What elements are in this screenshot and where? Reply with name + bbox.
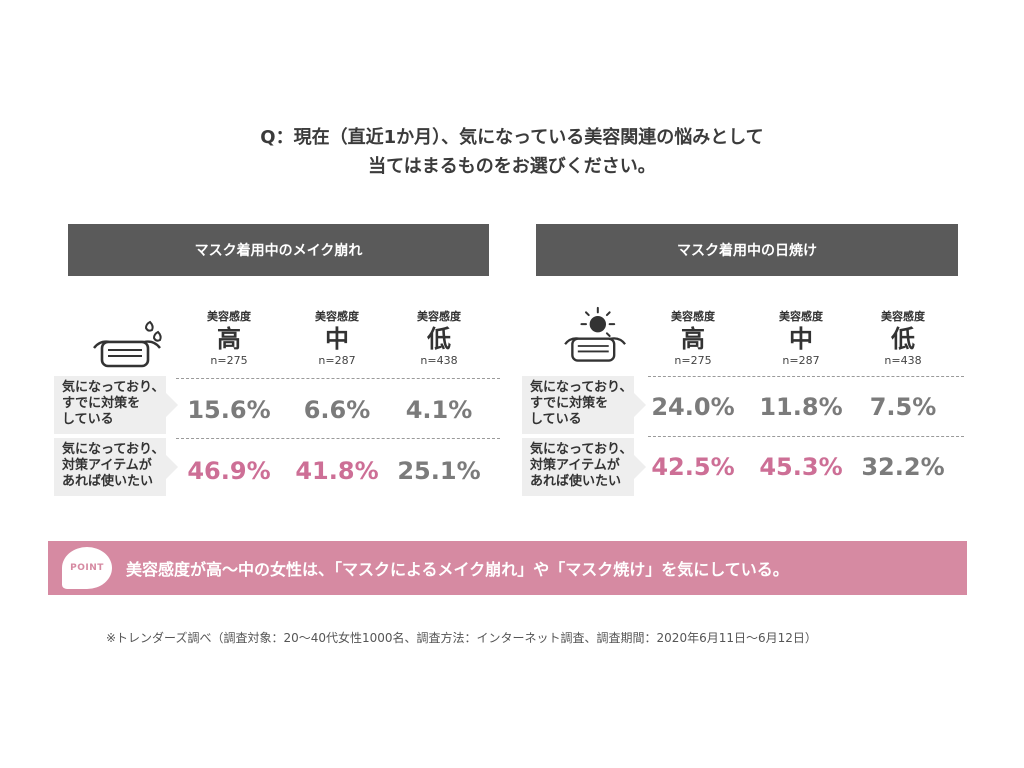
column-high: 美容感度 高 n=275 <box>648 308 738 367</box>
point-badge: POINT <box>62 547 112 589</box>
value-cell: 25.1% <box>397 457 481 485</box>
column-low: 美容感度 低 n=438 <box>394 308 484 367</box>
point-text: 美容感度が高〜中の女性は、「マスクによるメイク崩れ」や「マスク焼け」を気にしてい… <box>126 560 789 579</box>
column-low: 美容感度 低 n=438 <box>858 308 948 367</box>
row-label-line: している <box>62 412 114 427</box>
column-n: n=287 <box>782 354 820 367</box>
column-level: 低 <box>891 325 915 353</box>
question-line-2: 当てはまるものをお選びください。 <box>368 156 656 177</box>
row-label-line: 気になっており、 <box>62 380 165 395</box>
column-level: 中 <box>789 325 813 353</box>
mask-with-sun-icon <box>564 306 626 362</box>
row-label-already: 気になっており、 すでに対策を している <box>54 376 178 434</box>
row-divider <box>176 378 500 379</box>
column-high: 美容感度 高 n=275 <box>184 308 274 367</box>
row-label-line: 気になっており、 <box>530 442 633 457</box>
point-badge-label: POINT <box>70 563 104 573</box>
mask-with-sweat-icon <box>93 320 162 368</box>
value-cell: 6.6% <box>303 396 371 424</box>
value-cell: 42.5% <box>651 453 735 481</box>
column-level: 低 <box>427 325 451 353</box>
value-cell: 41.8% <box>295 457 379 485</box>
row-label-line: 気になっており、 <box>530 380 633 395</box>
panel-sunburn-header: マスク着用中の日焼け <box>536 224 958 276</box>
value-cell: 24.0% <box>651 393 735 421</box>
column-label: 美容感度 <box>207 310 251 323</box>
value-cell: 7.5% <box>869 393 937 421</box>
column-mid: 美容感度 中 n=287 <box>292 308 382 367</box>
column-n: n=287 <box>318 354 356 367</box>
value-cell: 46.9% <box>187 457 271 485</box>
row-divider <box>176 438 500 439</box>
column-label: 美容感度 <box>417 310 461 323</box>
column-level: 高 <box>681 325 705 353</box>
value-cell: 4.1% <box>405 396 473 424</box>
row-label-line: 気になっており、 <box>62 442 165 457</box>
column-level: 中 <box>325 325 349 353</box>
value-cell: 32.2% <box>861 453 945 481</box>
column-n: n=275 <box>674 354 712 367</box>
row-label-line: 対策アイテムが <box>530 458 620 473</box>
value-cell: 45.3% <box>759 453 843 481</box>
column-n: n=275 <box>210 354 248 367</box>
row-label-line: 対策アイテムが <box>62 458 152 473</box>
point-banner: POINT 美容感度が高〜中の女性は、「マスクによるメイク崩れ」や「マスク焼け」… <box>48 541 967 595</box>
row-label-line: している <box>530 412 582 427</box>
column-label: 美容感度 <box>315 310 359 323</box>
column-mid: 美容感度 中 n=287 <box>756 308 846 367</box>
column-label: 美容感度 <box>881 310 925 323</box>
row-divider <box>648 436 964 437</box>
column-label: 美容感度 <box>779 310 823 323</box>
row-label-line: すでに対策を <box>62 396 141 411</box>
column-label: 美容感度 <box>671 310 715 323</box>
panel-makeup-header: マスク着用中のメイク崩れ <box>68 224 489 276</box>
row-label-want: 気になっており、 対策アイテムが あれば使いたい <box>54 438 178 496</box>
row-label-already: 気になっており、 すでに対策を している <box>522 376 646 434</box>
question-line-1: Q：現在（直近1か月）、気になっている美容関連の悩みとして <box>260 127 764 148</box>
value-cell: 15.6% <box>187 396 271 424</box>
row-label-line: すでに対策を <box>530 396 609 411</box>
column-level: 高 <box>217 325 241 353</box>
column-n: n=438 <box>884 354 922 367</box>
column-n: n=438 <box>420 354 458 367</box>
footnote: ※トレンダーズ調べ（調査対象：20〜40代女性1000名、調査方法：インターネッ… <box>106 631 817 645</box>
row-label-line: あれば使いたい <box>62 474 154 489</box>
row-label-want: 気になっており、 対策アイテムが あれば使いたい <box>522 438 646 496</box>
value-cell: 11.8% <box>759 393 843 421</box>
row-label-line: あれば使いたい <box>530 474 622 489</box>
row-divider <box>648 376 964 377</box>
